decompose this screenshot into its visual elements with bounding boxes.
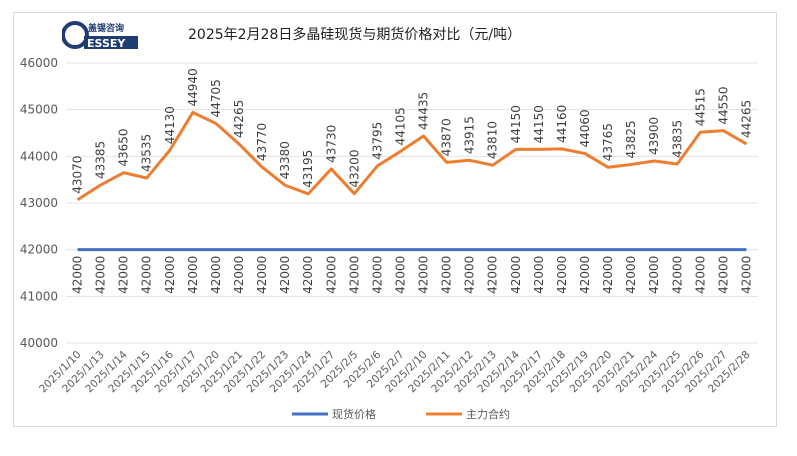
y-tick-label: 43000 [20, 196, 58, 210]
y-tick-label: 45000 [20, 103, 58, 117]
data-label: 43835 [670, 120, 684, 158]
data-label: 42000 [739, 256, 753, 294]
data-label: 44160 [555, 105, 569, 143]
chart-title: 2025年2月28日多晶硅现货与期货价格对比（元/吨） [188, 27, 522, 43]
data-label: 43535 [140, 134, 154, 172]
y-tick-label: 42000 [20, 243, 58, 257]
data-label: 42000 [186, 256, 200, 294]
data-label: 42000 [301, 256, 315, 294]
data-label: 42000 [255, 256, 269, 294]
data-label: 44130 [163, 106, 177, 144]
data-label: 43900 [647, 117, 661, 155]
y-tick-label: 40000 [20, 336, 58, 350]
data-label: 42000 [693, 256, 707, 294]
data-label: 42000 [209, 256, 223, 294]
data-label: 44150 [532, 105, 546, 143]
data-label: 43825 [624, 120, 638, 158]
data-label: 43870 [440, 118, 454, 156]
data-label: 44515 [693, 88, 707, 126]
series-line-main-contract [76, 110, 748, 201]
data-label: 44550 [716, 86, 730, 124]
data-label: 42000 [670, 256, 684, 294]
gessey-logo: 盖锡咨询 ESSEY [62, 20, 138, 50]
data-label: 44265 [739, 100, 753, 138]
data-label: 42000 [163, 256, 177, 294]
data-label: 42000 [440, 256, 454, 294]
data-label: 43765 [601, 123, 615, 161]
data-label: 44435 [417, 92, 431, 130]
data-label: 43380 [278, 141, 292, 179]
legend-label: 现货价格 [332, 407, 376, 421]
data-label: 44060 [578, 109, 592, 147]
data-label: 43385 [94, 141, 108, 179]
data-label: 42000 [463, 256, 477, 294]
data-label: 42000 [578, 256, 592, 294]
data-label: 44940 [186, 68, 200, 106]
data-label: 42000 [71, 256, 85, 294]
data-label: 42000 [324, 256, 338, 294]
data-label: 43915 [463, 116, 477, 154]
data-label: 43650 [117, 128, 131, 166]
data-label: 44705 [209, 79, 223, 117]
y-tick-label: 41000 [20, 289, 58, 303]
data-label: 42000 [555, 256, 569, 294]
data-label: 42000 [532, 256, 546, 294]
data-label: 42000 [278, 256, 292, 294]
data-label: 42000 [140, 256, 154, 294]
svg-text:ESSEY: ESSEY [87, 37, 126, 50]
data-label: 42000 [393, 256, 407, 294]
svg-text:盖锡咨询: 盖锡咨询 [88, 22, 124, 34]
data-label: 42000 [232, 256, 246, 294]
data-label: 42000 [647, 256, 661, 294]
data-label: 44265 [232, 100, 246, 138]
data-label: 44150 [509, 105, 523, 143]
data-label: 42000 [486, 256, 500, 294]
chart-frame [13, 12, 777, 427]
data-label: 42000 [509, 256, 523, 294]
data-label: 44105 [393, 107, 407, 145]
data-label: 43810 [486, 121, 500, 159]
data-label: 43195 [301, 150, 315, 188]
legend-label: 主力合约 [466, 407, 510, 421]
data-label: 43070 [71, 156, 85, 194]
data-label: 42000 [117, 256, 131, 294]
data-label: 43795 [370, 122, 384, 160]
data-label: 43770 [255, 123, 269, 161]
data-label: 42000 [716, 256, 730, 294]
y-tick-label: 46000 [20, 56, 58, 70]
data-label: 42000 [417, 256, 431, 294]
data-label: 42000 [624, 256, 638, 294]
data-label: 42000 [370, 256, 384, 294]
data-label: 42000 [94, 256, 108, 294]
y-tick-label: 44000 [20, 149, 58, 163]
data-label: 42000 [347, 256, 361, 294]
data-label: 42000 [601, 256, 615, 294]
data-label: 43730 [324, 125, 338, 163]
data-label: 43200 [347, 149, 361, 187]
